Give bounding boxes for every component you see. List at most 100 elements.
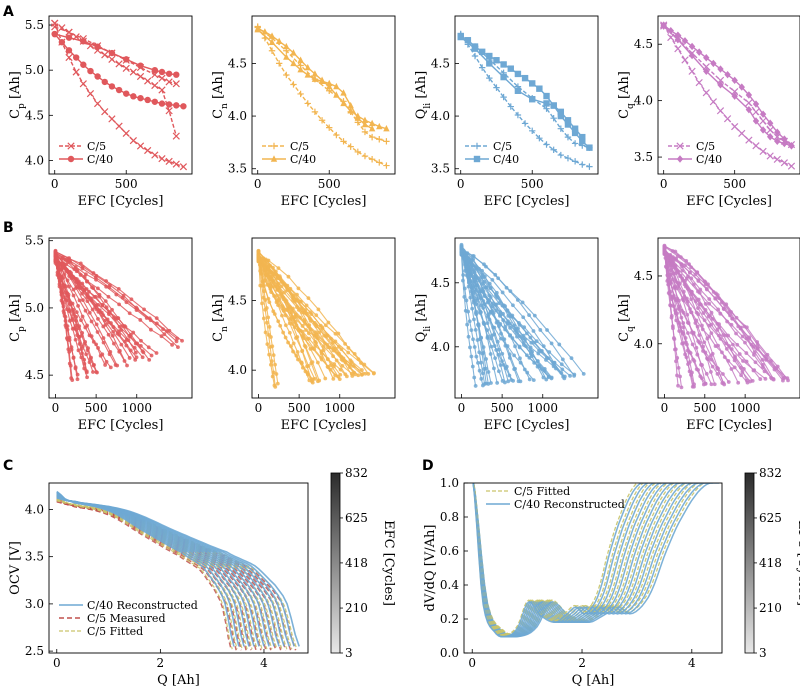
series-line bbox=[257, 27, 387, 142]
data-point bbox=[704, 371, 709, 376]
c40-reconstructed-curve bbox=[472, 483, 648, 638]
data-point bbox=[572, 373, 577, 378]
data-point bbox=[546, 375, 551, 379]
data-point bbox=[347, 101, 354, 109]
data-point bbox=[68, 363, 73, 368]
legend-label: C/5 bbox=[696, 140, 715, 153]
x-axis-label: EFC [Cycles] bbox=[78, 418, 164, 433]
data-point bbox=[95, 330, 100, 334]
data-point bbox=[501, 311, 505, 316]
data-point bbox=[707, 301, 712, 306]
data-point bbox=[81, 298, 85, 302]
data-point bbox=[363, 371, 368, 376]
data-point bbox=[521, 74, 529, 82]
trajectory bbox=[662, 247, 741, 385]
trajectory bbox=[459, 244, 489, 386]
data-point bbox=[295, 335, 300, 339]
plot-frame bbox=[657, 15, 800, 175]
data-point bbox=[277, 296, 282, 301]
data-point bbox=[333, 339, 338, 344]
data-point bbox=[742, 324, 747, 329]
data-point bbox=[101, 51, 109, 59]
x-tick-label: 0 bbox=[52, 401, 60, 415]
data-point bbox=[766, 152, 774, 160]
data-point bbox=[76, 303, 80, 308]
data-point bbox=[91, 271, 96, 275]
data-point bbox=[666, 261, 671, 266]
data-point bbox=[270, 142, 278, 150]
data-point bbox=[542, 366, 547, 371]
data-point bbox=[125, 363, 129, 368]
data-point bbox=[753, 360, 758, 365]
data-point bbox=[709, 331, 714, 336]
data-point bbox=[459, 244, 464, 249]
data-point bbox=[688, 42, 696, 51]
data-point bbox=[256, 249, 261, 254]
data-point bbox=[721, 307, 726, 312]
data-point bbox=[62, 284, 66, 289]
data-point bbox=[529, 340, 534, 345]
data-point bbox=[115, 316, 120, 320]
data-point bbox=[383, 125, 390, 132]
data-point bbox=[473, 327, 478, 332]
data-point bbox=[507, 65, 514, 72]
data-point bbox=[291, 306, 295, 311]
data-point bbox=[95, 370, 99, 375]
data-point bbox=[523, 344, 528, 349]
data-point bbox=[306, 296, 311, 301]
y-tick-label: 4.5 bbox=[228, 56, 247, 70]
data-point bbox=[697, 333, 702, 338]
data-point bbox=[676, 155, 684, 163]
data-point bbox=[691, 331, 696, 336]
data-point bbox=[76, 348, 81, 353]
y-tick-label: 5.5 bbox=[25, 234, 44, 248]
data-point bbox=[469, 328, 474, 333]
data-point bbox=[84, 287, 89, 291]
y-tick-label: 5.0 bbox=[25, 63, 44, 77]
data-point bbox=[65, 324, 70, 329]
data-point bbox=[731, 92, 738, 100]
data-point bbox=[667, 26, 674, 35]
data-point bbox=[290, 59, 297, 67]
c5-fitted-curve bbox=[472, 483, 639, 636]
data-point bbox=[559, 362, 564, 367]
data-point bbox=[465, 322, 470, 327]
data-point bbox=[688, 351, 693, 355]
data-point bbox=[668, 303, 673, 308]
data-point bbox=[722, 382, 727, 387]
data-point bbox=[159, 334, 164, 339]
data-point bbox=[463, 308, 468, 313]
data-point bbox=[477, 289, 482, 294]
plot-frame bbox=[463, 482, 723, 654]
data-point bbox=[151, 81, 159, 90]
data-point bbox=[500, 93, 507, 101]
data-point bbox=[260, 301, 264, 306]
data-point bbox=[165, 329, 169, 334]
data-point bbox=[89, 319, 94, 324]
data-point bbox=[532, 313, 537, 318]
chart-a4: 0 500 3.5 4.0 4.5 EFC [Cycles] Cq [Ah] C/5C/40 bbox=[617, 15, 800, 209]
data-point bbox=[65, 278, 70, 283]
y-axis-label: Cq [Ah] bbox=[617, 71, 636, 119]
colorbar-label: EFC [Cycles] bbox=[795, 520, 800, 606]
colorbar-tick-label: 210 bbox=[345, 601, 368, 615]
data-point bbox=[681, 56, 689, 64]
series-line bbox=[460, 36, 583, 138]
data-point bbox=[502, 337, 507, 342]
data-point bbox=[486, 370, 491, 374]
trajectory bbox=[256, 248, 314, 384]
y-tick-label: 4.0 bbox=[25, 153, 44, 167]
data-point bbox=[696, 297, 701, 302]
data-point bbox=[506, 379, 511, 384]
data-point bbox=[66, 294, 71, 299]
y-tick-label: 4.5 bbox=[25, 368, 44, 382]
data-point bbox=[146, 345, 151, 350]
trajectory-line bbox=[257, 256, 336, 376]
data-point bbox=[517, 344, 522, 349]
data-point bbox=[467, 274, 472, 279]
data-point bbox=[702, 340, 707, 345]
data-point bbox=[695, 48, 703, 56]
data-point bbox=[111, 341, 116, 346]
data-point bbox=[266, 315, 271, 320]
data-point bbox=[745, 105, 753, 114]
